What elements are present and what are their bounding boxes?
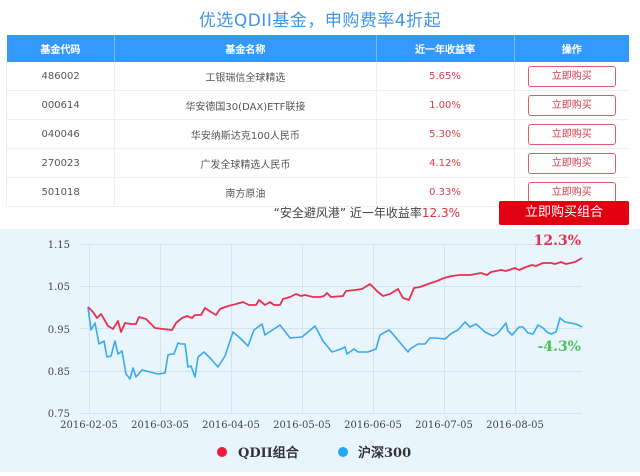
hs300-return-label: -4.3% [538, 339, 581, 355]
y-tick: 1.15 [48, 240, 70, 251]
x-axis-labels: 2016-02-05 2016-03-05 2016-04-05 2016-05… [60, 420, 544, 431]
fund-code: 000614 [5, 90, 116, 120]
promo-text: “安全避风港” 近一年收益率12.3% [0, 204, 460, 221]
fund-rate: 5.65% [376, 62, 515, 91]
legend-hs300-label: 沪深300 [358, 445, 411, 461]
hs300-line [87, 306, 583, 380]
x-tick: 2016-07-05 [415, 420, 473, 431]
col-header-action: 操作 [514, 35, 629, 62]
fund-name: 南方原油 [114, 177, 377, 207]
fund-name: 华安德国30(DAX)ETF联接 [114, 90, 377, 120]
performance-chart: 1.15 1.05 0.95 0.85 0.75 2016-02-05 2016… [0, 229, 640, 472]
legend-qdii-label: QDII组合 [238, 445, 300, 461]
fund-rate: 1.00% [376, 90, 515, 120]
table-row: 000614 华安德国30(DAX)ETF联接 1.00% 立即购买 [5, 90, 629, 120]
promo-return-value: 12.3% [421, 206, 460, 220]
x-tick: 2016-08-05 [486, 420, 544, 431]
chart-legend: QDII组合 沪深300 [217, 445, 411, 461]
fund-code: 270023 [5, 148, 116, 178]
table-row: 270023 广发全球精选人民币 4.12% 立即购买 [5, 148, 629, 178]
y-tick: 0.75 [48, 409, 70, 420]
x-tick: 2016-06-05 [344, 420, 402, 431]
x-tick: 2016-05-05 [273, 420, 331, 431]
qdii-return-label: 12.3% [534, 233, 581, 249]
qdii-legend-dot-icon [217, 447, 227, 457]
x-tick: 2016-04-05 [202, 420, 260, 431]
y-tick: 0.95 [48, 325, 70, 336]
buy-button[interactable]: 立即购买 [527, 181, 616, 203]
fund-rate: 5.30% [376, 119, 515, 149]
qdii-line [87, 257, 583, 333]
table-header-row: 基金代码 基金名称 近一年收益率 操作 [6, 35, 629, 62]
table-row: 486002 工银瑞信全球精选 5.65% 立即购买 [5, 62, 629, 91]
fund-code: 501018 [5, 177, 116, 207]
fund-rate: 0.33% [376, 177, 515, 207]
buy-button[interactable]: 立即购买 [527, 94, 616, 116]
fund-code: 040046 [5, 119, 116, 149]
x-tick: 2016-02-05 [60, 420, 118, 431]
table-row: 040046 华安纳斯达克100人民币 5.30% 立即购买 [5, 119, 629, 149]
fund-name: 华安纳斯达克100人民币 [114, 119, 377, 149]
chart-svg: 1.15 1.05 0.95 0.85 0.75 2016-02-05 2016… [48, 233, 583, 461]
page-title: 优选QDII基金，申购费率4折起 [198, 11, 442, 31]
fund-rate: 4.12% [376, 148, 515, 178]
hs300-legend-dot-icon [338, 447, 348, 457]
buy-button[interactable]: 立即购买 [527, 123, 616, 145]
fund-name: 工银瑞信全球精选 [114, 62, 377, 91]
col-header-rate: 近一年收益率 [376, 35, 515, 62]
buy-combo-button[interactable]: 立即购买组合 [499, 201, 629, 225]
col-header-name: 基金名称 [114, 35, 377, 62]
buy-button[interactable]: 立即购买 [527, 65, 616, 87]
col-header-code: 基金代码 [6, 35, 116, 62]
fund-table: 基金代码 基金名称 近一年收益率 操作 486002 工银瑞信全球精选 5.65… [5, 35, 629, 207]
y-tick: 1.05 [48, 282, 70, 293]
x-tick: 2016-03-05 [131, 420, 189, 431]
y-tick: 0.85 [48, 367, 70, 378]
y-axis-labels: 1.15 1.05 0.95 0.85 0.75 [48, 240, 70, 420]
fund-name: 广发全球精选人民币 [114, 148, 377, 178]
x-gridlines [89, 244, 516, 413]
buy-button[interactable]: 立即购买 [527, 152, 616, 174]
fund-code: 486002 [5, 62, 116, 91]
promo-label: “安全避风港” 近一年收益率 [273, 206, 422, 220]
